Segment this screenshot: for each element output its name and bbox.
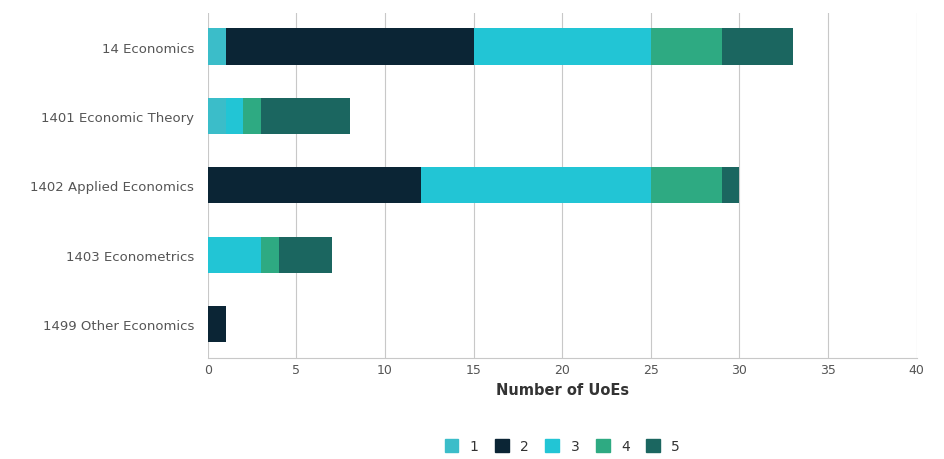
Bar (721, 29, 792, 66)
X-axis label: Number of UoEs: Number of UoEs (496, 382, 628, 397)
Bar (261, 237, 278, 273)
Bar (261, 99, 349, 134)
Bar (473, 29, 650, 66)
Bar (208, 168, 420, 204)
Bar (278, 237, 331, 273)
Bar (226, 29, 473, 66)
Bar (226, 99, 244, 134)
Bar (208, 306, 226, 342)
Bar (244, 99, 261, 134)
Bar (650, 168, 721, 204)
Bar (208, 99, 226, 134)
Bar (208, 237, 261, 273)
Bar (208, 29, 226, 66)
Bar (721, 168, 738, 204)
Bar (420, 168, 650, 204)
Bar (650, 29, 721, 66)
Legend: 1, 2, 3, 4, 5: 1, 2, 3, 4, 5 (438, 434, 685, 459)
